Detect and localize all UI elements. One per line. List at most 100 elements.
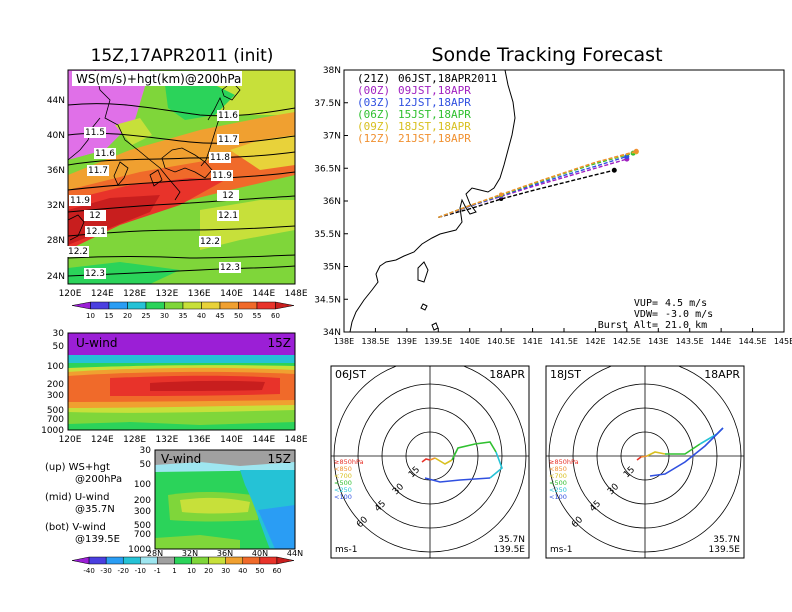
hodo-level-label: <500 xyxy=(549,479,567,487)
v-y-label: 700 xyxy=(134,530,151,540)
ws-map-label: WS(m/s)+hgt(km)@200hPa xyxy=(76,72,241,86)
hodo-lon: 139.5E xyxy=(494,545,526,555)
colorbar-swatch xyxy=(191,556,209,565)
colorbar-tick: -40 xyxy=(83,567,94,575)
track-lon-label: 141E xyxy=(522,337,542,346)
track-lon-label: 142.5E xyxy=(613,337,641,346)
left-title: 15Z,17APR2011 (init) xyxy=(91,46,274,66)
ws-contour-labels: 11.5 11.6 11.6 11.7 11.7 11.8 11.9 11.9 12 12 12.1… xyxy=(67,110,241,279)
ws-lon-label: 120E xyxy=(59,289,82,299)
contour-label: 11.7 xyxy=(88,166,108,176)
track-lon-label: 142E xyxy=(585,337,605,346)
ws-lon-label: 124E xyxy=(91,289,114,299)
colorbar-tick: -30 xyxy=(100,567,111,575)
colorbar-swatch xyxy=(242,556,261,565)
ws-map-fill xyxy=(68,70,295,284)
colorbar-swatch xyxy=(71,301,91,310)
contour-label: 12 xyxy=(222,191,233,201)
colorbar-swatch xyxy=(90,301,110,310)
ws-lat-label: 28N xyxy=(47,236,65,246)
colorbar-swatch xyxy=(201,301,221,310)
legend-valid: 18JST,18APR xyxy=(398,120,471,133)
v-y-label: 200 xyxy=(134,496,151,506)
colorbar-swatch xyxy=(127,301,147,310)
legend-valid: 21JST,18APR xyxy=(398,132,471,145)
hodo-unit: ms-1 xyxy=(550,545,572,555)
contour-label-bg xyxy=(217,210,239,221)
colorbar-tick: -20 xyxy=(118,567,129,575)
u-wind-x-labels: 120E 124E 128E 132E 136E 140E 144E 148E xyxy=(59,435,308,445)
track-lon-label: 144E xyxy=(711,337,731,346)
ws-lon-label: 148E xyxy=(285,289,308,299)
hodo-date: 18APR xyxy=(704,368,740,381)
v-y-label: 50 xyxy=(140,460,152,470)
track-lon-label: 139E xyxy=(397,337,417,346)
legend-valid: 12JST,18APR xyxy=(398,96,471,109)
colorbar-tick: 10 xyxy=(86,312,95,320)
track-lon-label: 139.5E xyxy=(424,337,452,346)
hodo-level-label: <850 xyxy=(549,465,567,473)
ws-lon-label: 132E xyxy=(155,289,178,299)
track-lat-label: 36.5N xyxy=(314,164,341,174)
colorbar-swatch xyxy=(122,556,141,565)
track-endpoint xyxy=(633,148,639,154)
contour-label-bg xyxy=(67,246,89,257)
u-x-label: 124E xyxy=(91,435,114,445)
track-lon-label: 143E xyxy=(648,337,668,346)
track-lat-label: 35.5N xyxy=(314,230,341,240)
contour-label: 12.1 xyxy=(218,211,238,221)
panel-legend-notes: (up) WS+hgt @200hPa (mid) U-wind @35.7N … xyxy=(45,462,122,545)
colorbar-swatch xyxy=(174,556,192,565)
colorbar-tick: 60 xyxy=(271,312,280,320)
hodo-trace xyxy=(649,427,724,477)
hodo-trace xyxy=(646,451,666,457)
u-x-label: 136E xyxy=(188,435,211,445)
colorbar-tick: 50 xyxy=(234,312,243,320)
v-x-label: 32N xyxy=(182,549,198,558)
track-lon-label: 143.5E xyxy=(676,337,704,346)
contour-label-bg xyxy=(199,236,221,247)
colorbar-tick: 30 xyxy=(221,567,230,575)
ws-map-panel: WS(m/s)+hgt(km)@200hPa 11.511.611.611.71… xyxy=(47,69,308,299)
track-lon-labels: 138E 138.5E 139E 139.5E 140E 140.5E 141E 141.5E… xyxy=(334,328,792,346)
ws-lon-label: 128E xyxy=(123,289,146,299)
hodo-trace xyxy=(665,443,701,455)
colorbar-swatch xyxy=(238,301,258,310)
hodo-ring xyxy=(572,383,718,529)
ws-colorbar: 10 15 20 25 30 35 40 45 50 55 60 xyxy=(71,301,295,320)
ws-map-frame xyxy=(67,69,296,285)
ws-lat-label: 44N xyxy=(47,96,65,106)
v-y-label: 500 xyxy=(134,521,151,531)
colorbar-swatch xyxy=(88,556,107,565)
ws-lon-label: 144E xyxy=(252,289,275,299)
hodo-lat: 35.7N xyxy=(713,535,740,545)
colorbar-tick: 50 xyxy=(255,567,264,575)
track-lon-label: 141.5E xyxy=(550,337,578,346)
ws-lon-labels: 120E 124E 128E 132E 136E 140E 144E 148E xyxy=(59,289,308,299)
colorbar-swatch xyxy=(71,556,90,565)
track-map-panel: 38N 37.5N 37N 36.5N 36N 35.5N 35N 34.5N 34N 138E… xyxy=(314,66,792,346)
hodo-level-label: <100 xyxy=(549,493,567,501)
hodo-time: 18JST xyxy=(550,368,581,381)
ws-map-label-box xyxy=(72,71,242,86)
contour-label: 12.2 xyxy=(68,247,88,257)
colorbar-tick: 40 xyxy=(238,567,247,575)
contour-label-bg xyxy=(85,226,107,237)
contour-label-bg xyxy=(217,110,239,121)
track-lat-label: 38N xyxy=(323,66,341,76)
contour-label: 11.5 xyxy=(85,128,105,138)
hodo-unit: ms-1 xyxy=(335,545,357,555)
colorbar-swatch xyxy=(140,556,158,565)
colorbar-tick: 30 xyxy=(160,312,169,320)
v-wind-time: 15Z xyxy=(268,452,292,466)
contour-label: 12.2 xyxy=(200,237,220,247)
param-vup-label: VUP= xyxy=(634,298,658,309)
hodo-time: 06JST xyxy=(335,368,366,381)
hodo-ring xyxy=(548,366,742,553)
colorbar-tick: 20 xyxy=(123,312,132,320)
track-lon-label: 145E xyxy=(774,337,792,346)
hodo-level-label: ≥850hPa xyxy=(334,458,364,466)
legend-valid: 06JST,18APR2011 xyxy=(398,72,497,85)
hodo-level-label: <250 xyxy=(549,486,567,494)
